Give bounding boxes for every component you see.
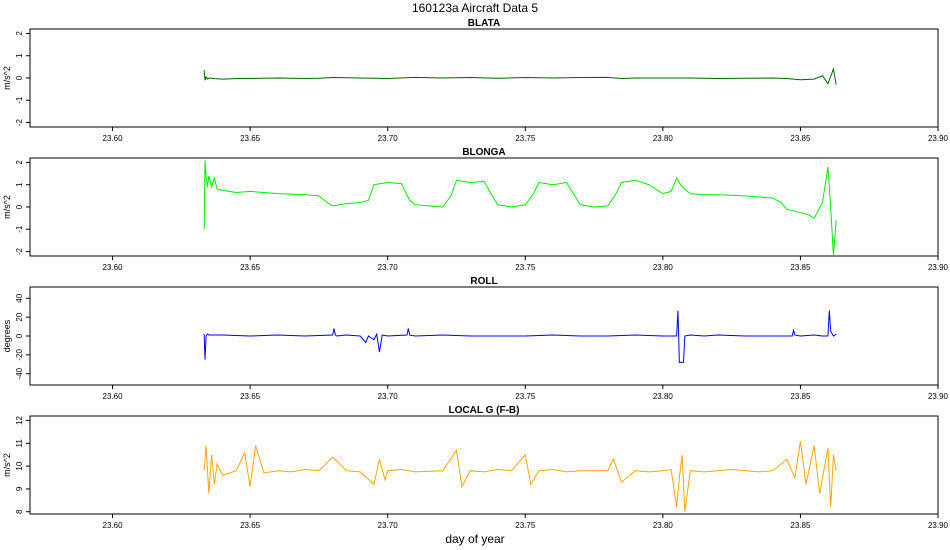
x-tick-label: 23.90 [928, 134, 949, 143]
x-tick-label: 23.85 [790, 521, 811, 530]
x-tick-label: 23.60 [103, 263, 124, 272]
y-tick-label: 40 [15, 293, 24, 302]
x-tick-label: 23.85 [790, 134, 811, 143]
series-line [203, 67, 837, 85]
y-tick-label: 0 [15, 204, 24, 209]
y-axis-label: m/s^2 [2, 453, 12, 477]
x-tick-label: 23.65 [240, 392, 261, 401]
y-tick-label: -1 [15, 225, 24, 233]
x-tick-label: 23.60 [103, 392, 124, 401]
x-tick-label: 23.80 [653, 392, 674, 401]
x-tick-label: 23.85 [790, 392, 811, 401]
panel-4: LOCAL G (F-B) m/s^2 8 9 10 11 12 23.60 23.65 23.7… [2, 405, 949, 530]
y-tick-label: 20 [15, 312, 24, 321]
y-tick-label: -1 [15, 96, 24, 104]
x-tick-label: 23.70 [378, 134, 399, 143]
panel-1: BLATA m/s^2 -2 -1 0 1 2 23.60 23.65 23.70 23.75 23.… [2, 18, 949, 143]
x-tick-label: 23.75 [515, 263, 536, 272]
y-tick-label: 0 [15, 333, 24, 338]
x-tick-label: 23.70 [378, 521, 399, 530]
series-line [203, 160, 837, 256]
x-tick-label: 23.90 [928, 263, 949, 272]
x-tick-label: 23.80 [653, 263, 674, 272]
y-tick-label: -2 [15, 247, 24, 255]
y-tick-label: 12 [15, 416, 24, 425]
series-line [203, 310, 837, 363]
panel-title: BLATA [468, 18, 500, 29]
y-tick-label: 1 [15, 182, 24, 187]
panel-title: LOCAL G (F-B) [449, 405, 520, 416]
y-tick-label: -2 [15, 118, 24, 126]
y-tick-label: 2 [15, 31, 24, 36]
y-tick-label: 9 [15, 486, 24, 491]
panel-frame [29, 157, 939, 257]
x-tick-label: 23.90 [928, 392, 949, 401]
x-tick-label: 23.60 [103, 521, 124, 530]
x-tick-label: 23.65 [240, 521, 261, 530]
x-tick-label: 23.75 [515, 134, 536, 143]
y-tick-label: 2 [15, 160, 24, 165]
x-tick-label: 23.80 [653, 521, 674, 530]
x-tick-label: 23.80 [653, 134, 674, 143]
panel-title: BLONGA [462, 147, 505, 158]
panel-2: BLONGA m/s^2 -2 -1 0 1 2 23.60 23.65 23.70 23.75 23… [2, 147, 949, 272]
x-tick-label: 23.70 [378, 392, 399, 401]
series-line [203, 440, 837, 512]
x-tick-label: 23.90 [928, 521, 949, 530]
y-tick-label: 11 [15, 439, 24, 448]
y-tick-label: 10 [15, 461, 24, 470]
y-axis-label: m/s^2 [2, 195, 12, 219]
figure-title: 160123a Aircraft Data 5 [412, 1, 538, 15]
x-tick-label: 23.60 [103, 134, 124, 143]
y-axis-label: degrees [2, 319, 12, 352]
x-tick-label: 23.75 [515, 392, 536, 401]
x-tick-label: 23.70 [378, 263, 399, 272]
y-tick-label: 1 [15, 53, 24, 58]
y-tick-label: -20 [15, 349, 24, 361]
y-axis-label: m/s^2 [2, 66, 12, 90]
x-tick-label: 23.85 [790, 263, 811, 272]
y-tick-label: 8 [15, 509, 24, 514]
x-axis-label: day of year [445, 532, 504, 546]
y-tick-label: -40 [15, 367, 24, 379]
x-tick-label: 23.65 [240, 134, 261, 143]
panel-3: ROLL degrees -40 -20 0 20 40 23.60 23.65 23.70 23.… [2, 276, 949, 401]
x-tick-label: 23.65 [240, 263, 261, 272]
y-tick-label: 0 [15, 75, 24, 80]
x-tick-label: 23.75 [515, 521, 536, 530]
panel-frame [29, 415, 939, 515]
panel-title: ROLL [470, 276, 497, 287]
